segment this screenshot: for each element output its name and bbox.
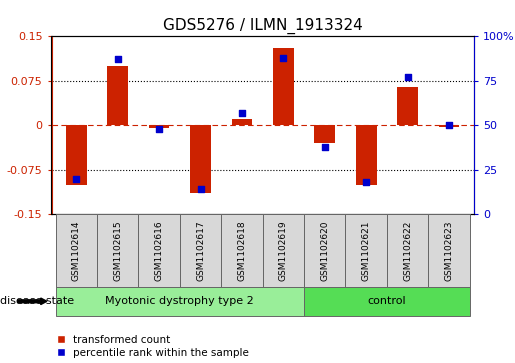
Bar: [387, 214, 428, 287]
Text: GSM1102623: GSM1102623: [444, 220, 454, 281]
Point: [321, 144, 329, 150]
Bar: [139, 214, 180, 287]
Bar: [314, 125, 335, 143]
Point: [72, 176, 80, 182]
Bar: [56, 214, 97, 287]
Legend: transformed count, percentile rank within the sample: transformed count, percentile rank withi…: [57, 335, 249, 358]
Bar: [273, 48, 294, 125]
Point: [362, 179, 370, 185]
Point: [403, 74, 411, 80]
Bar: [232, 119, 252, 125]
Text: GSM1102620: GSM1102620: [320, 220, 329, 281]
Text: GSM1102615: GSM1102615: [113, 220, 122, 281]
Point: [155, 126, 163, 132]
Bar: [190, 125, 211, 193]
Point: [196, 186, 204, 192]
Text: GSM1102622: GSM1102622: [403, 220, 412, 281]
Bar: [439, 125, 459, 127]
Title: GDS5276 / ILMN_1913324: GDS5276 / ILMN_1913324: [163, 17, 363, 33]
Bar: [108, 66, 128, 125]
Bar: [304, 287, 470, 316]
Bar: [263, 214, 304, 287]
Bar: [356, 125, 376, 184]
Bar: [180, 214, 221, 287]
Text: GSM1102616: GSM1102616: [154, 220, 164, 281]
Bar: [304, 214, 346, 287]
Point: [238, 110, 246, 116]
Bar: [346, 214, 387, 287]
Point: [114, 57, 122, 62]
Bar: [397, 87, 418, 125]
Bar: [428, 214, 470, 287]
Bar: [97, 214, 139, 287]
Text: control: control: [368, 296, 406, 306]
Text: GSM1102619: GSM1102619: [279, 220, 288, 281]
Bar: [56, 287, 304, 316]
Text: GSM1102614: GSM1102614: [72, 220, 81, 281]
Point: [445, 122, 453, 128]
Text: GSM1102617: GSM1102617: [196, 220, 205, 281]
Text: GSM1102621: GSM1102621: [362, 220, 371, 281]
Bar: [149, 125, 169, 128]
Bar: [66, 125, 87, 184]
Text: GSM1102618: GSM1102618: [237, 220, 247, 281]
Bar: [221, 214, 263, 287]
Text: disease state: disease state: [0, 296, 74, 306]
Point: [279, 55, 287, 61]
Text: Myotonic dystrophy type 2: Myotonic dystrophy type 2: [106, 296, 254, 306]
